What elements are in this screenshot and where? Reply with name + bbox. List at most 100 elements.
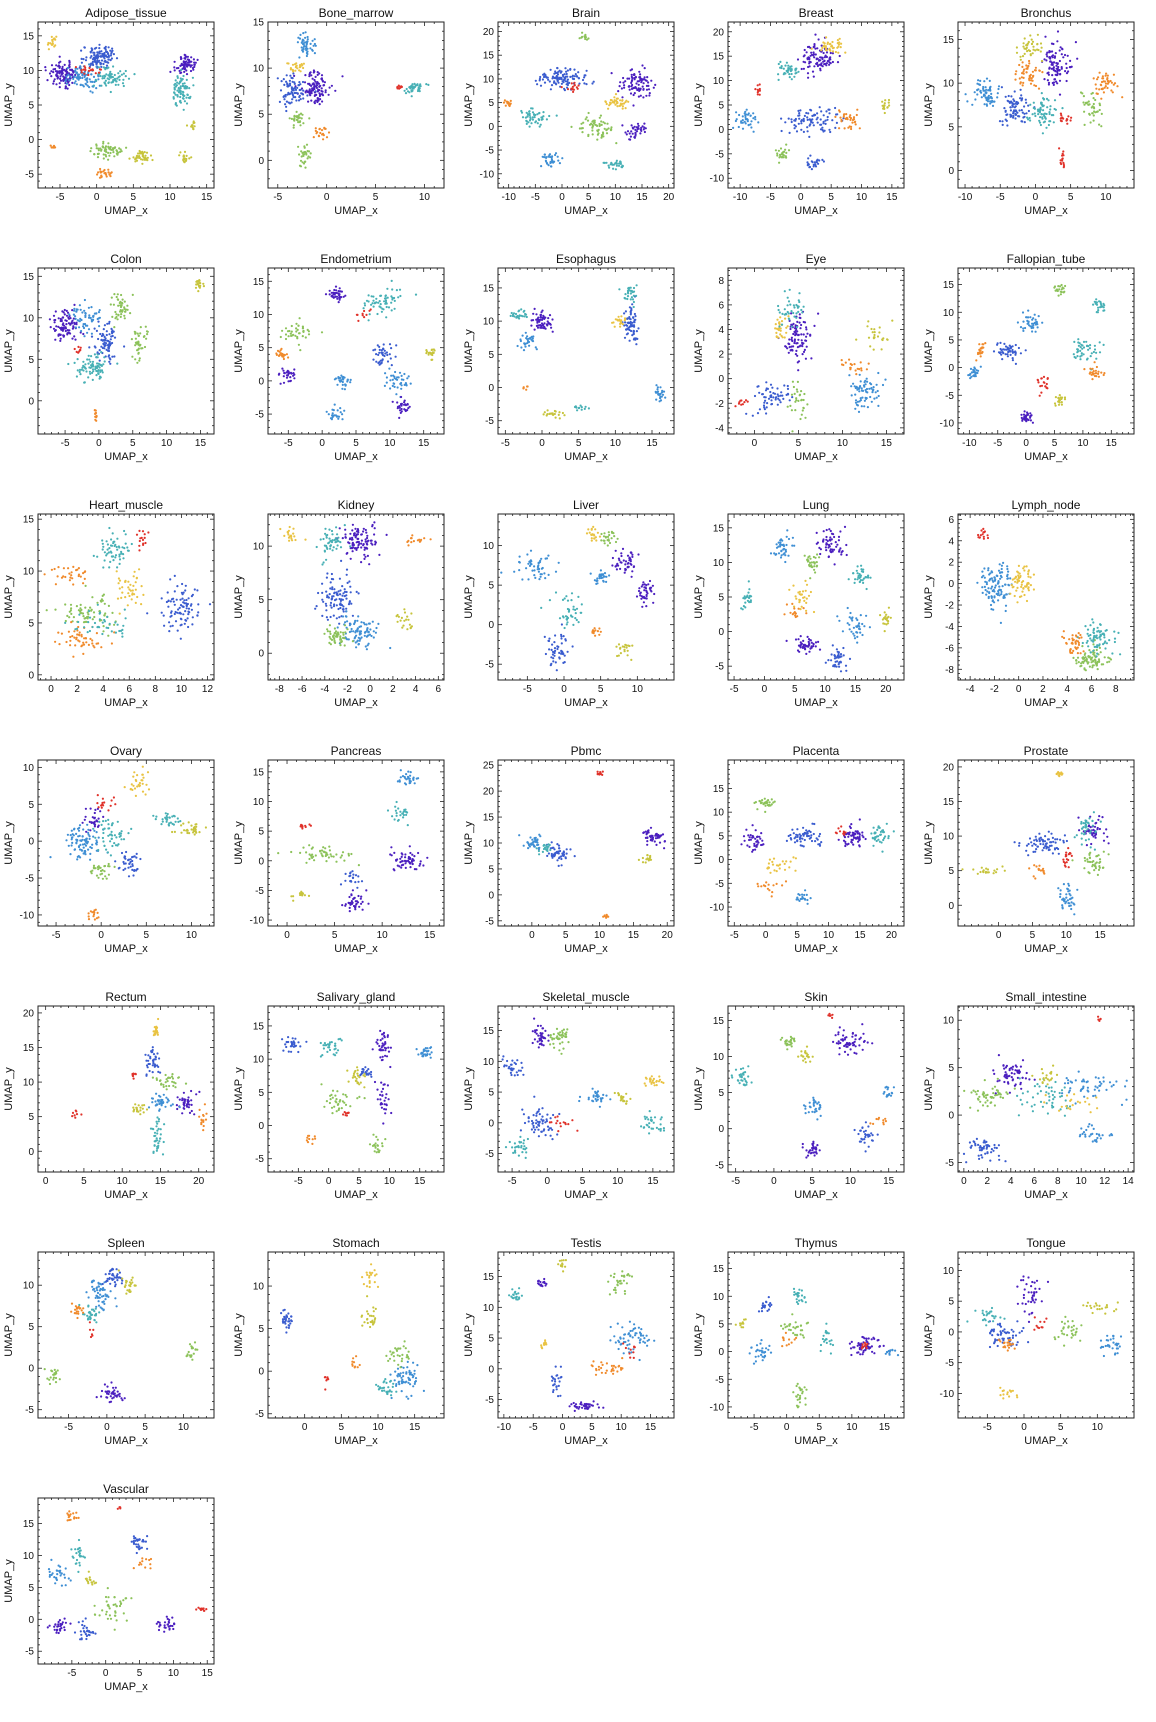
- data-point: [51, 40, 54, 43]
- data-point: [63, 63, 66, 66]
- data-point: [99, 147, 102, 150]
- data-point: [306, 35, 309, 39]
- cluster-8: [573, 404, 591, 412]
- data-point: [341, 75, 344, 78]
- data-point: [414, 84, 417, 87]
- data-point: [577, 84, 580, 87]
- data-point: [1098, 123, 1101, 126]
- data-point: [95, 65, 98, 68]
- data-point: [297, 343, 300, 346]
- data-point: [299, 124, 302, 127]
- data-point: [87, 306, 90, 309]
- data-point: [633, 320, 636, 323]
- data-point: [85, 56, 88, 59]
- data-point: [283, 353, 286, 357]
- data-point: [1083, 123, 1086, 126]
- data-point: [619, 325, 622, 328]
- data-point: [1055, 80, 1058, 83]
- data-point: [637, 124, 640, 127]
- data-point: [743, 120, 746, 123]
- data-point: [1093, 110, 1096, 113]
- data-point: [65, 75, 68, 78]
- data-point: [75, 308, 78, 311]
- data-point: [71, 319, 74, 322]
- data-point: [546, 409, 549, 412]
- data-point: [370, 295, 373, 298]
- data-point: [983, 80, 986, 83]
- cluster-1: [774, 313, 790, 339]
- point-layer: [734, 288, 894, 433]
- data-point: [300, 117, 303, 120]
- data-point: [752, 117, 755, 120]
- data-point: [1087, 100, 1090, 103]
- data-point: [86, 331, 89, 334]
- data-point: [573, 68, 576, 71]
- data-point: [178, 69, 181, 72]
- data-point: [803, 348, 807, 351]
- cluster-4: [74, 65, 102, 77]
- data-point: [109, 175, 112, 178]
- data-point: [799, 109, 802, 112]
- data-point: [304, 91, 307, 94]
- data-point: [319, 84, 322, 87]
- data-point: [639, 94, 642, 97]
- data-point: [853, 121, 856, 124]
- data-point: [753, 394, 757, 398]
- cluster-9: [502, 99, 512, 108]
- data-point: [1042, 97, 1045, 100]
- data-point: [612, 321, 615, 324]
- data-point: [524, 331, 527, 334]
- data-point: [104, 337, 107, 340]
- data-point: [1094, 98, 1097, 102]
- data-point: [298, 56, 301, 59]
- data-point: [529, 336, 532, 339]
- x-axis-label: UMAP_x: [104, 205, 148, 217]
- data-point: [103, 324, 106, 327]
- data-point: [790, 345, 793, 348]
- data-point: [1039, 50, 1042, 53]
- data-point: [524, 313, 528, 316]
- data-point: [125, 146, 128, 149]
- data-point: [831, 119, 834, 122]
- data-point: [839, 46, 842, 49]
- data-point: [556, 79, 559, 82]
- data-point: [643, 67, 646, 70]
- data-point: [97, 320, 100, 323]
- data-point: [305, 89, 308, 92]
- data-point: [765, 381, 768, 384]
- data-point: [796, 58, 800, 61]
- data-point: [828, 112, 831, 115]
- data-point: [50, 75, 53, 78]
- data-point: [86, 77, 89, 80]
- data-point: [314, 127, 317, 130]
- data-point: [107, 355, 110, 358]
- data-point: [84, 69, 87, 72]
- data-point: [311, 48, 314, 51]
- data-point: [616, 105, 619, 108]
- data-point: [396, 386, 399, 389]
- data-point: [298, 113, 301, 116]
- data-point: [991, 104, 995, 107]
- data-point: [96, 353, 99, 356]
- data-point: [807, 157, 810, 160]
- data-point: [609, 102, 612, 105]
- data-point: [99, 167, 102, 171]
- data-point: [88, 358, 91, 361]
- data-point: [535, 348, 538, 351]
- data-point: [806, 332, 809, 335]
- data-point: [983, 93, 986, 96]
- data-point: [198, 285, 201, 288]
- data-point: [87, 73, 90, 77]
- data-point: [1061, 157, 1064, 161]
- data-point: [1061, 47, 1064, 50]
- data-point: [284, 95, 287, 98]
- data-point: [71, 81, 74, 84]
- data-point: [566, 88, 570, 91]
- data-point: [52, 82, 55, 85]
- cluster-3: [286, 62, 305, 73]
- data-point: [1065, 79, 1068, 83]
- data-point: [612, 163, 616, 166]
- data-point: [1023, 68, 1026, 71]
- data-point: [1034, 49, 1037, 52]
- data-point: [419, 85, 422, 88]
